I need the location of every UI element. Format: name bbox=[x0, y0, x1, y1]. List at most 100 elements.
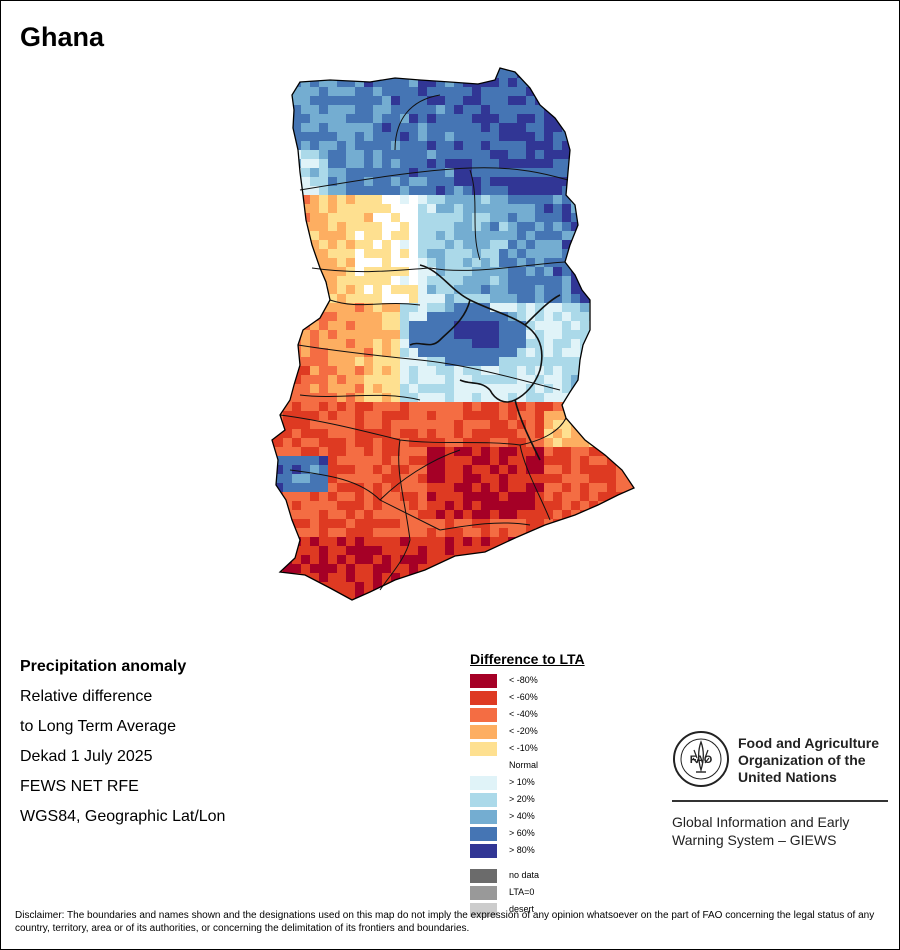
anomaly-cell bbox=[274, 582, 284, 592]
anomaly-cell bbox=[272, 150, 275, 160]
anomaly-cell bbox=[616, 375, 626, 385]
anomaly-cell bbox=[373, 177, 383, 187]
anomaly-cell bbox=[634, 204, 644, 214]
anomaly-cell bbox=[346, 186, 356, 196]
anomaly-cell bbox=[463, 177, 473, 187]
anomaly-cell bbox=[319, 231, 329, 241]
anomaly-cell bbox=[553, 555, 563, 565]
anomaly-cell bbox=[562, 438, 572, 448]
anomaly-cell bbox=[472, 96, 482, 106]
anomaly-cell bbox=[409, 249, 419, 259]
anomaly-cell bbox=[346, 249, 356, 259]
anomaly-cell bbox=[607, 546, 617, 556]
anomaly-cell bbox=[373, 348, 383, 358]
anomaly-cell bbox=[535, 483, 545, 493]
anomaly-cell bbox=[553, 375, 563, 385]
anomaly-cell bbox=[517, 384, 527, 394]
anomaly-cell bbox=[598, 303, 608, 313]
anomaly-cell bbox=[328, 312, 338, 322]
anomaly-cell bbox=[310, 555, 320, 565]
anomaly-cell bbox=[580, 78, 590, 88]
anomaly-cell bbox=[598, 609, 608, 619]
anomaly-cell bbox=[508, 321, 518, 331]
anomaly-cell bbox=[544, 132, 554, 142]
anomaly-cell bbox=[364, 546, 374, 556]
anomaly-cell bbox=[346, 411, 356, 421]
anomaly-cell bbox=[337, 330, 347, 340]
anomaly-cell bbox=[328, 537, 338, 547]
anomaly-cell bbox=[310, 600, 320, 610]
anomaly-cell bbox=[499, 195, 509, 205]
anomaly-cell bbox=[499, 186, 509, 196]
anomaly-cell bbox=[517, 330, 527, 340]
anomaly-cell bbox=[517, 204, 527, 214]
anomaly-cell bbox=[445, 258, 455, 268]
anomaly-cell bbox=[445, 591, 455, 600]
anomaly-cell bbox=[634, 600, 644, 610]
anomaly-cell bbox=[319, 591, 329, 600]
anomaly-cell bbox=[508, 195, 518, 205]
anomaly-cell bbox=[463, 447, 473, 457]
anomaly-cell bbox=[508, 447, 518, 457]
anomaly-cell bbox=[319, 213, 329, 223]
anomaly-cell bbox=[310, 68, 320, 70]
anomaly-cell bbox=[535, 267, 545, 277]
anomaly-cell bbox=[283, 258, 293, 268]
anomaly-cell bbox=[400, 258, 410, 268]
anomaly-cell bbox=[535, 384, 545, 394]
anomaly-cell bbox=[607, 69, 617, 79]
anomaly-cell bbox=[310, 402, 320, 412]
anomaly-cell bbox=[400, 150, 410, 160]
anomaly-cell bbox=[544, 276, 554, 286]
anomaly-cell bbox=[391, 348, 401, 358]
anomaly-cell bbox=[364, 303, 374, 313]
anomaly-cell bbox=[508, 609, 518, 619]
anomaly-cell bbox=[490, 267, 500, 277]
anomaly-cell bbox=[310, 195, 320, 205]
anomaly-cell bbox=[490, 420, 500, 430]
anomaly-cell bbox=[409, 69, 419, 79]
anomaly-cell bbox=[283, 348, 293, 358]
anomaly-cell bbox=[391, 78, 401, 88]
anomaly-cell bbox=[272, 204, 275, 214]
anomaly-cell bbox=[598, 519, 608, 529]
anomaly-cell bbox=[535, 600, 545, 610]
anomaly-cell bbox=[418, 132, 428, 142]
anomaly-cell bbox=[526, 267, 536, 277]
anomaly-cell bbox=[409, 609, 419, 619]
anomaly-cell bbox=[283, 438, 293, 448]
anomaly-cell bbox=[274, 312, 284, 322]
anomaly-cell bbox=[580, 177, 590, 187]
anomaly-cell bbox=[508, 429, 518, 439]
anomaly-cell bbox=[463, 483, 473, 493]
anomaly-cell bbox=[418, 177, 428, 187]
anomaly-cell bbox=[292, 411, 302, 421]
anomaly-cell bbox=[499, 114, 509, 124]
anomaly-cell bbox=[382, 375, 392, 385]
anomaly-cell bbox=[634, 528, 644, 538]
anomaly-cell bbox=[544, 294, 554, 304]
anomaly-cell bbox=[301, 492, 311, 502]
anomaly-cell bbox=[418, 510, 428, 520]
anomaly-cell bbox=[301, 150, 311, 160]
anomaly-cell bbox=[373, 492, 383, 502]
anomaly-cell bbox=[481, 267, 491, 277]
anomaly-cell bbox=[382, 249, 392, 259]
anomaly-cell bbox=[328, 546, 338, 556]
anomaly-cell bbox=[400, 546, 410, 556]
anomaly-cell bbox=[481, 240, 491, 250]
anomaly-cell bbox=[418, 528, 428, 538]
anomaly-cell bbox=[544, 249, 554, 259]
anomaly-cell bbox=[319, 321, 329, 331]
anomaly-cell bbox=[625, 456, 634, 466]
anomaly-cell bbox=[634, 78, 644, 88]
anomaly-cell bbox=[310, 411, 320, 421]
anomaly-cell bbox=[409, 132, 419, 142]
anomaly-cell bbox=[535, 402, 545, 412]
anomaly-cell bbox=[274, 285, 284, 295]
anomaly-cell bbox=[355, 429, 365, 439]
anomaly-cell bbox=[355, 150, 365, 160]
anomaly-cell bbox=[625, 240, 634, 250]
anomaly-cell bbox=[337, 564, 347, 574]
anomaly-cell bbox=[553, 420, 563, 430]
